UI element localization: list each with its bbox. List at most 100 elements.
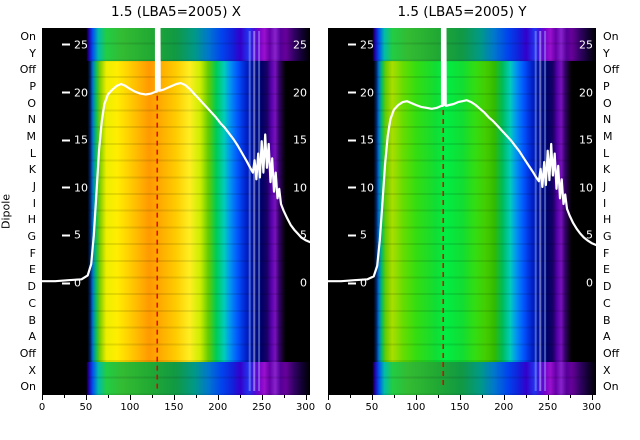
x-minor-tick-125	[151, 395, 153, 398]
x-tick-label-100: 100	[120, 402, 140, 413]
x-tick-label-50: 50	[79, 402, 93, 413]
x-tick-150	[459, 395, 461, 400]
heatmap-row-g	[42, 228, 310, 245]
spectrum-curve	[42, 28, 310, 283]
heatmap-row-m	[42, 128, 310, 145]
x-tick-100	[129, 395, 131, 400]
heatmap-row-y	[328, 44, 596, 62]
x-tick-label-300: 300	[296, 402, 316, 413]
dipole-label-n: N	[603, 113, 612, 127]
dipole-label-d: D	[27, 280, 36, 294]
heatmap-row-i	[42, 194, 310, 212]
spectrum-overlay-x	[42, 28, 310, 391]
x-minor-tick-275	[283, 395, 285, 398]
dipole-label-x: X	[603, 363, 611, 377]
dipole-label-g: G	[27, 230, 36, 244]
dipole-label-i: I	[32, 196, 36, 210]
dipole-label-e: E	[603, 263, 610, 277]
x-minor-tick-75	[393, 395, 395, 398]
x-axis-panel-x: 0 50 100 150 200 250 300	[38, 395, 315, 421]
x-tick-label-250: 250	[252, 402, 272, 413]
heatmap-row-l	[42, 144, 310, 162]
dipole-label-x: X	[28, 363, 36, 377]
x-tick-50	[371, 395, 373, 400]
heatmap-row-p	[42, 78, 310, 95]
x-tick-200	[503, 395, 505, 400]
heatmap-row-off	[328, 345, 596, 362]
dipole-label-off: Off	[19, 346, 36, 360]
heatmap-row-h	[328, 211, 596, 229]
dipole-label-m: M	[603, 129, 613, 143]
x-tick-250	[547, 395, 549, 400]
dipole-label-p: P	[603, 79, 610, 93]
dipole-label-c: C	[603, 296, 611, 310]
dipole-label-c: C	[28, 296, 36, 310]
dipole-label-f: F	[603, 246, 610, 260]
x-tick-50	[85, 395, 87, 400]
dipole-label-h: H	[27, 213, 36, 227]
panel-y-plot: 25 25 20 20 15 15 10 10 5 5 0 0	[328, 28, 596, 395]
heatmap-row-j	[328, 178, 596, 195]
dipole-label-on: On	[603, 29, 619, 43]
x-minor-tick-25	[63, 395, 65, 398]
panel-x: 1.5 (LBA5=2005) X 25 25 20 20 15 15 10 10 5 5 0 0 0…	[39, 4, 315, 413]
heatmap-row-a	[42, 328, 310, 346]
dipole-label-k: K	[28, 163, 36, 177]
x-tick-250	[261, 395, 263, 400]
heatmap-row-e	[328, 261, 596, 279]
dipole-label-y: Y	[603, 46, 610, 60]
heatmap-row-a	[328, 328, 596, 346]
dipole-label-off: Off	[603, 63, 620, 77]
dipole-label-n: N	[27, 113, 36, 127]
heatmap-row-off	[42, 345, 310, 362]
x-minor-tick-125	[437, 395, 439, 398]
x-minor-tick-175	[481, 395, 483, 398]
dipole-label-a: A	[28, 330, 36, 344]
dipole-label-a: A	[603, 330, 611, 344]
heatmap-row-on	[328, 378, 596, 395]
heatmap-row-f	[328, 244, 596, 262]
x-minor-tick-175	[195, 395, 197, 398]
dipole-label-j: J	[32, 180, 36, 194]
dipole-label-b: B	[603, 313, 611, 327]
heatmap-row-on	[328, 28, 596, 45]
x-minor-tick-225	[525, 395, 527, 398]
heatmap-row-y	[42, 44, 310, 62]
dipole-label-off: Off	[603, 346, 620, 360]
heatmap-row-b	[328, 311, 596, 329]
heatmap-row-k	[42, 161, 310, 179]
x-tick-0	[42, 395, 43, 400]
x-minor-tick-225	[239, 395, 241, 398]
x-tick-150	[173, 395, 175, 400]
heatmap-row-off	[328, 61, 596, 79]
x-tick-label-150: 150	[164, 402, 184, 413]
x-tick-label-0: 0	[38, 402, 46, 413]
x-tick-300	[591, 395, 593, 400]
heatmap-row-g	[328, 228, 596, 245]
heatmap-row-n	[42, 111, 310, 129]
x-minor-tick-275	[569, 395, 571, 398]
heatmap-row-c	[42, 295, 310, 312]
dipole-label-o: O	[27, 96, 36, 110]
heatmap-row-l	[328, 144, 596, 162]
dipole-label-b: B	[28, 313, 36, 327]
dipole-label-m: M	[26, 129, 37, 143]
dipole-label-p: P	[29, 79, 36, 93]
panel-y: 1.5 (LBA5=2005) Y 25 25 20 20 15 15 10 10 5 5 0 0 0…	[325, 4, 601, 413]
dipole-axis-left: On Y Off P O N M L K J I H G F E D C B A Off X On	[12, 28, 39, 395]
heatmap-row-x	[42, 361, 310, 379]
dipole-label-d: D	[603, 280, 612, 294]
heatmap-row-p	[328, 78, 596, 95]
dipole-label-l: L	[603, 146, 610, 160]
dipole-label-i: I	[603, 196, 607, 210]
heatmap-row-h	[42, 211, 310, 229]
x-tick-label-150: 150	[450, 402, 470, 413]
x-minor-tick-25	[349, 395, 351, 398]
dipole-label-on: On	[20, 380, 36, 394]
spectrum-overlay-y	[328, 28, 596, 391]
x-tick-label-0: 0	[324, 402, 332, 413]
dipole-label-k: K	[603, 163, 611, 177]
panel-y-title: 1.5 (LBA5=2005) Y	[397, 4, 527, 20]
heatmap-row-o	[42, 94, 310, 112]
